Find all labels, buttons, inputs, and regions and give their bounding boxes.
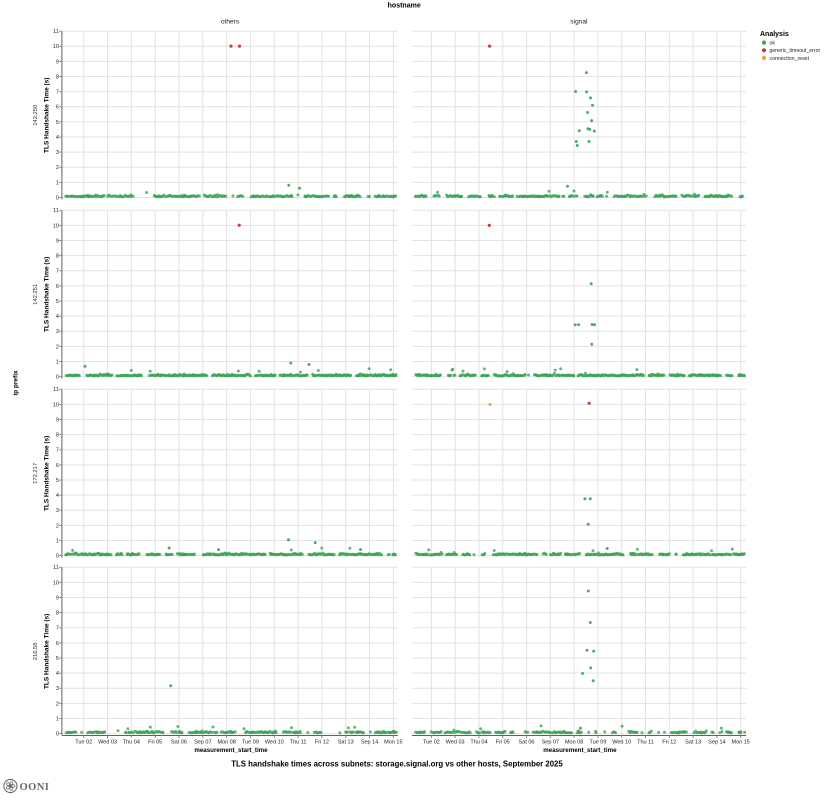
svg-text:TLS Handshake Time (s): TLS Handshake Time (s) <box>44 78 51 153</box>
svg-text:Thu 11: Thu 11 <box>637 740 654 746</box>
svg-text:0: 0 <box>56 195 59 201</box>
svg-text:TLS Handshake Time (s): TLS Handshake Time (s) <box>44 257 51 332</box>
svg-text:11: 11 <box>53 208 59 214</box>
svg-text:Sep 07: Sep 07 <box>542 740 559 746</box>
svg-text:Wed 10: Wed 10 <box>612 740 631 746</box>
svg-text:4: 4 <box>56 671 59 677</box>
svg-text:6: 6 <box>56 105 59 111</box>
svg-text:0: 0 <box>56 554 59 560</box>
svg-text:1: 1 <box>56 180 59 186</box>
svg-text:1: 1 <box>56 716 59 722</box>
svg-text:Mon 08: Mon 08 <box>565 740 583 746</box>
svg-text:Sat 13: Sat 13 <box>338 740 354 746</box>
svg-text:7: 7 <box>56 90 59 96</box>
svg-text:11: 11 <box>53 29 59 35</box>
svg-text:Thu 04: Thu 04 <box>123 740 140 746</box>
svg-text:7: 7 <box>56 448 59 454</box>
svg-text:OONI: OONI <box>20 782 50 793</box>
svg-text:2: 2 <box>56 523 59 529</box>
svg-text:measurement_start_time: measurement_start_time <box>194 747 268 754</box>
svg-text:Mon 15: Mon 15 <box>384 740 402 746</box>
svg-text:142.251: 142.251 <box>33 284 39 305</box>
svg-text:Sat 06: Sat 06 <box>171 740 187 746</box>
svg-text:Thu 04: Thu 04 <box>470 740 487 746</box>
svg-text:8: 8 <box>56 254 59 260</box>
svg-text:7: 7 <box>56 626 59 632</box>
svg-text:TLS Handshake Time (s): TLS Handshake Time (s) <box>44 436 51 511</box>
svg-text:Tue 09: Tue 09 <box>242 740 259 746</box>
svg-text:Sat 13: Sat 13 <box>685 740 701 746</box>
svg-text:measurement_start_time: measurement_start_time <box>543 747 617 754</box>
svg-text:8: 8 <box>56 433 59 439</box>
svg-text:others: others <box>221 19 240 26</box>
svg-text:2: 2 <box>56 344 59 350</box>
svg-text:Fri 12: Fri 12 <box>315 740 329 746</box>
svg-text:Sep 07: Sep 07 <box>194 740 211 746</box>
svg-text:10: 10 <box>53 44 59 50</box>
svg-text:Fri 12: Fri 12 <box>662 740 676 746</box>
svg-text:4: 4 <box>56 493 59 499</box>
svg-text:172.217: 172.217 <box>33 463 39 484</box>
svg-text:Wed 03: Wed 03 <box>446 740 465 746</box>
svg-text:3: 3 <box>56 686 59 692</box>
svg-text:generic_timeout_error: generic_timeout_error <box>770 48 821 54</box>
svg-text:0: 0 <box>56 375 59 381</box>
svg-text:Fri 05: Fri 05 <box>496 740 510 746</box>
svg-text:ok: ok <box>770 41 776 47</box>
svg-text:Sep 14: Sep 14 <box>361 740 378 746</box>
svg-text:2: 2 <box>56 165 59 171</box>
svg-text:2: 2 <box>56 701 59 707</box>
svg-text:Sat 06: Sat 06 <box>519 740 535 746</box>
svg-text:signal: signal <box>570 19 588 26</box>
svg-text:4: 4 <box>56 135 59 141</box>
svg-text:3: 3 <box>56 329 59 335</box>
svg-text:Wed 03: Wed 03 <box>98 740 117 746</box>
svg-text:Fri 05: Fri 05 <box>148 740 162 746</box>
svg-text:3: 3 <box>56 508 59 514</box>
svg-text:Tue 02: Tue 02 <box>75 740 92 746</box>
svg-text:Mon 08: Mon 08 <box>217 740 235 746</box>
svg-text:10: 10 <box>53 223 59 229</box>
svg-text:hostname: hostname <box>388 3 421 10</box>
svg-text:9: 9 <box>56 417 59 423</box>
svg-text:4: 4 <box>56 314 59 320</box>
svg-text:Thu 11: Thu 11 <box>290 740 307 746</box>
svg-text:connection_reset: connection_reset <box>770 56 810 62</box>
svg-text:142.250: 142.250 <box>33 105 39 126</box>
svg-text:TLS handshake times across sub: TLS handshake times across subnets: stor… <box>231 759 563 768</box>
svg-text:Tue 02: Tue 02 <box>423 740 440 746</box>
svg-text:ip prefix: ip prefix <box>13 370 20 396</box>
svg-text:Wed 10: Wed 10 <box>265 740 284 746</box>
svg-text:5: 5 <box>56 299 59 305</box>
svg-text:3: 3 <box>56 150 59 156</box>
svg-text:8: 8 <box>56 611 59 617</box>
svg-text:6: 6 <box>56 463 59 469</box>
svg-text:9: 9 <box>56 59 59 65</box>
svg-text:5: 5 <box>56 120 59 126</box>
svg-text:Sep 14: Sep 14 <box>708 740 725 746</box>
svg-text:8: 8 <box>56 74 59 80</box>
svg-text:1: 1 <box>56 538 59 544</box>
svg-text:9: 9 <box>56 238 59 244</box>
svg-text:Analysis: Analysis <box>760 31 789 38</box>
svg-text:5: 5 <box>56 478 59 484</box>
svg-text:10: 10 <box>53 402 59 408</box>
svg-text:6: 6 <box>56 641 59 647</box>
svg-text:0: 0 <box>56 732 59 738</box>
svg-text:1: 1 <box>56 359 59 365</box>
svg-text:6: 6 <box>56 284 59 290</box>
svg-text:5: 5 <box>56 656 59 662</box>
svg-text:11: 11 <box>53 565 59 571</box>
svg-text:7: 7 <box>56 269 59 275</box>
svg-text:216.58: 216.58 <box>33 642 39 660</box>
svg-text:TLS Handshake Time (s): TLS Handshake Time (s) <box>44 614 51 689</box>
svg-text:9: 9 <box>56 595 59 601</box>
svg-text:10: 10 <box>53 580 59 586</box>
svg-text:Mon 15: Mon 15 <box>731 740 749 746</box>
svg-text:11: 11 <box>53 387 59 393</box>
svg-text:Tue 09: Tue 09 <box>589 740 606 746</box>
